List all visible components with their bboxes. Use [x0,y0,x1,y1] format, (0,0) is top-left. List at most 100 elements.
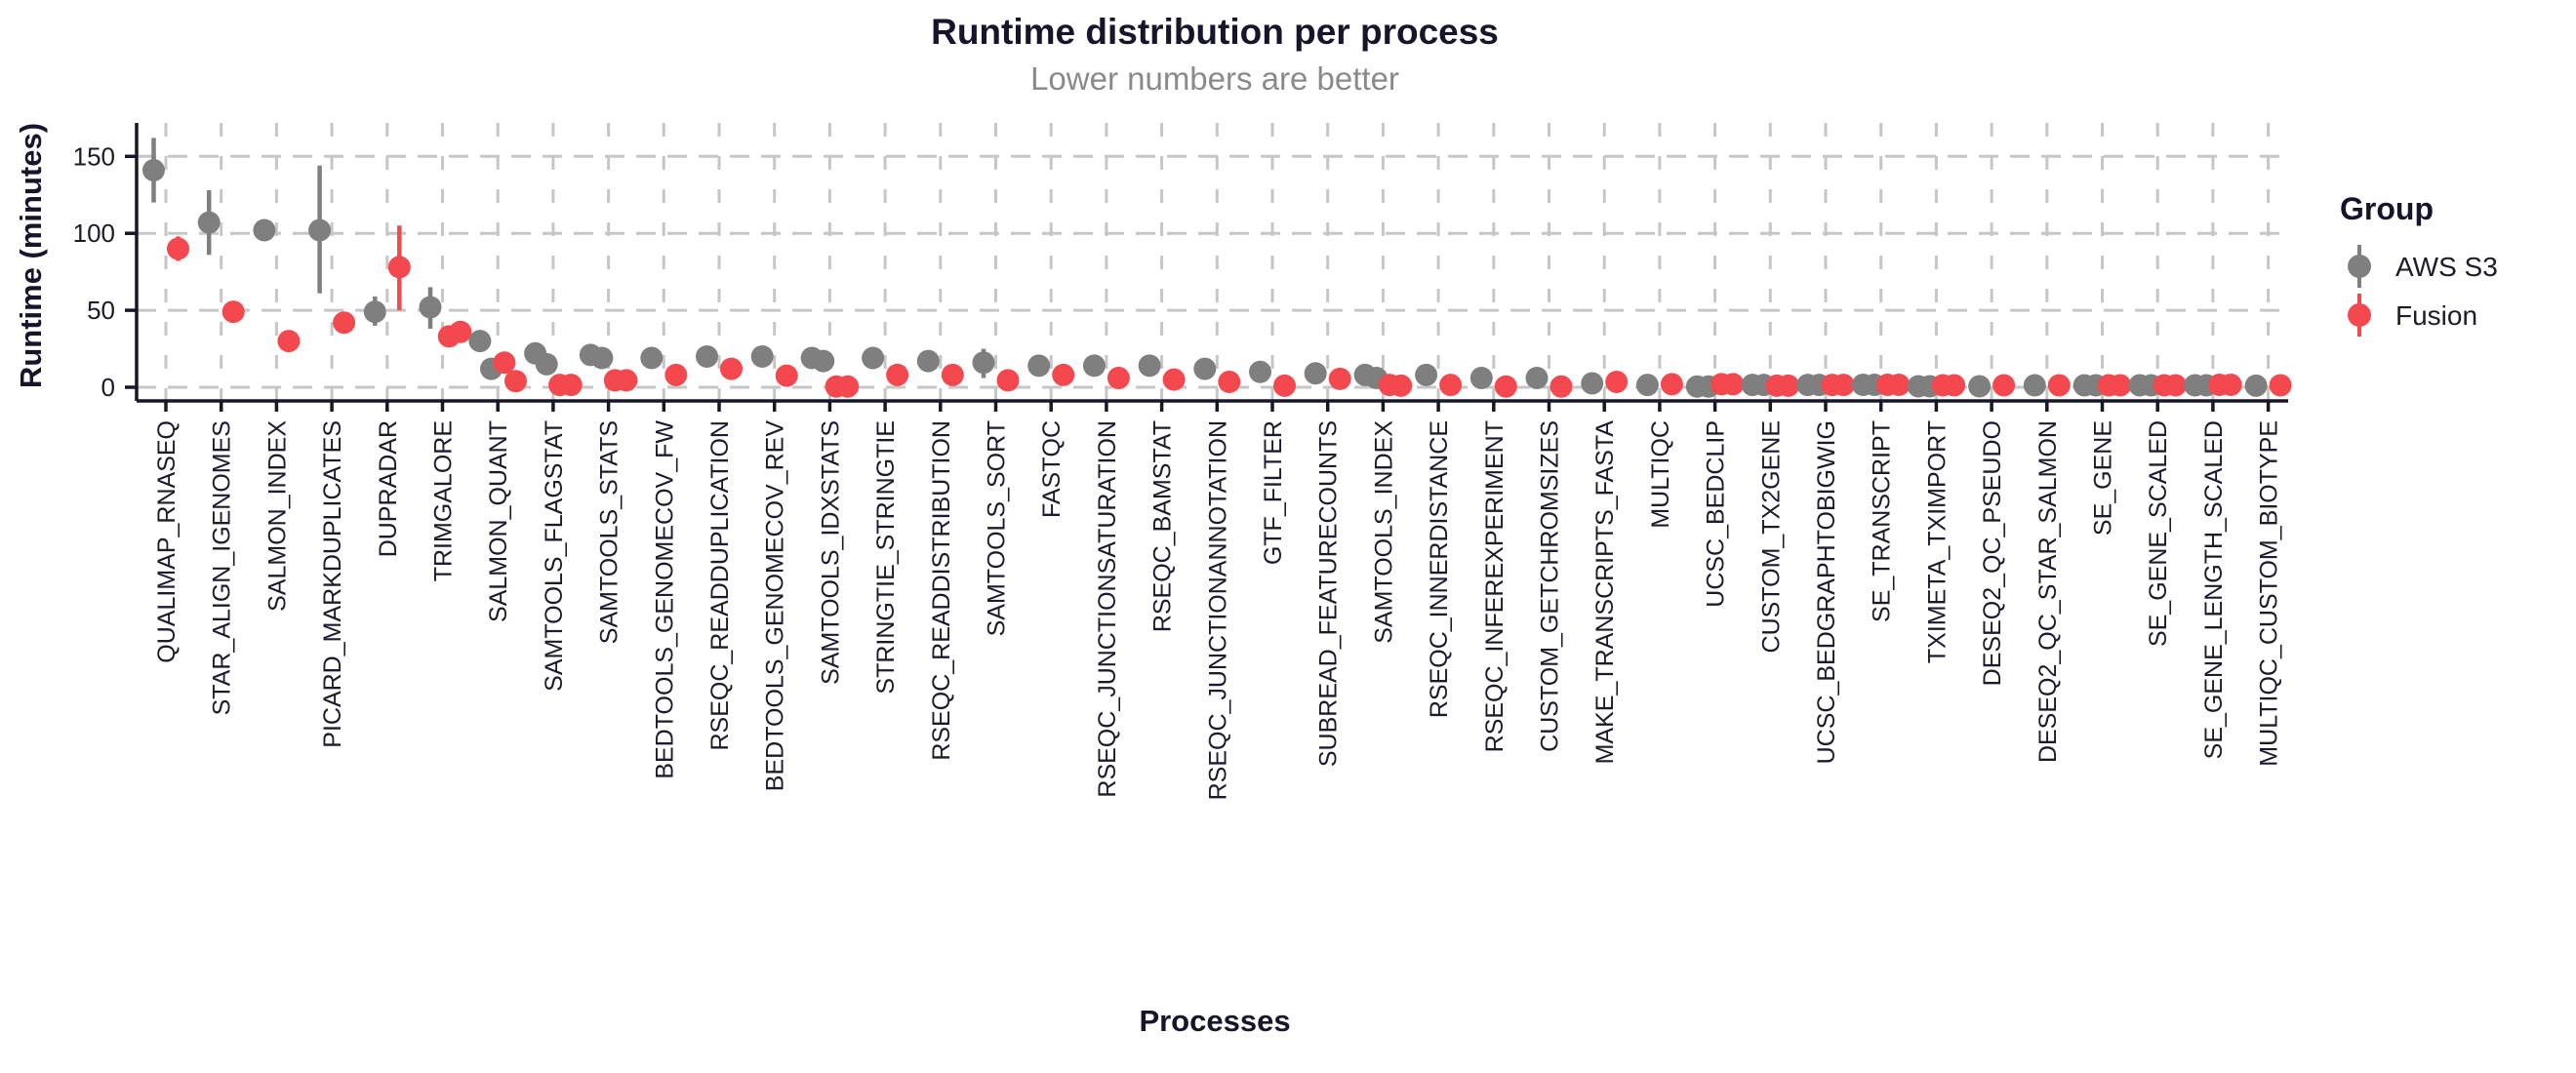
data-point [2164,374,2187,397]
data-points [142,138,2292,398]
x-tick-label: RSEQC_INNERDISTANCE [1426,420,1453,718]
data-point [696,344,718,368]
x-tick-label: SE_GENE_SCALED [2145,420,2172,647]
x-tick-label: DESEQ2_QC_STAR_SALMON [2034,420,2062,763]
data-point [2269,374,2292,397]
x-tick-label: RSEQC_READDUPLICATION [706,420,734,751]
legend-label-fusion: Fusion [2395,300,2477,331]
data-point [1494,375,1517,398]
x-tick-label: SUBREAD_FEATURECOUNTS [1315,420,1343,767]
data-point [2219,373,2242,396]
x-tick-label: UCSC_BEDGRAPHTOBIGWIG [1813,420,1840,764]
x-tick-label: PICARD_MARKDUPLICATES [319,420,346,748]
data-point [1052,363,1075,386]
data-point [775,364,798,387]
data-point [1415,363,1438,386]
chart-title: Runtime distribution per process [931,12,1499,52]
legend-label-aws-s3: AWS S3 [2395,252,2498,282]
data-point [2244,374,2268,397]
x-tick-label: RSEQC_READDISTRIBUTION [928,420,955,761]
data-point [1721,373,1745,396]
data-point [197,211,221,234]
data-point [1943,374,1966,397]
data-point [1439,374,1463,397]
data-point [1605,370,1629,393]
data-point [836,375,860,398]
data-point [886,363,909,386]
x-tick-label: MAKE_TRANSCRIPTS_FASTA [1591,420,1619,765]
x-tick-label: SE_TRANSCRIPT [1869,420,1896,622]
data-point [142,159,165,182]
data-point [812,349,835,373]
x-tick-label: GTF_FILTER [1260,420,1287,565]
data-point [504,370,527,393]
x-tick-label: SE_GENE [2090,420,2117,536]
data-point [167,237,189,260]
legend-pointrange-icon [2348,303,2371,327]
data-point [972,351,995,375]
data-point [1525,367,1549,390]
x-tick-label: QUALIMAP_RNASEQ [153,420,181,663]
data-point [615,369,638,392]
x-tick-label: DESEQ2_QC_PSEUDO [1979,420,2006,686]
x-tick-label: RSEQC_JUNCTIONSATURATION [1094,420,1121,798]
data-point [468,330,492,353]
x-tick-label: SALMON_QUANT [485,420,512,622]
data-point [1469,367,1493,390]
data-point [387,256,411,279]
data-point [750,344,774,368]
data-point [1218,370,1241,393]
data-point [1550,375,1573,398]
data-point [2047,374,2071,397]
x-tick-label: MULTIQC_CUSTOM_BIOTYPE [2256,420,2283,767]
data-point [1992,374,2016,397]
y-tick-label: 0 [101,373,115,402]
x-tick-label: STRINGTIE_STRINGTIE [872,420,900,695]
data-point [916,349,940,373]
data-point [1328,367,1351,390]
data-point [862,346,885,370]
x-tick-label: TXIMETA_TXIMPORT [1923,420,1951,663]
data-point [720,357,743,380]
data-point [493,351,516,375]
data-point [253,219,276,242]
axes: 0 50 100 150 QUALIMAP_RNASEQ STAR_ALIGN_IGENO… [73,123,2288,800]
data-point [1389,374,1413,397]
x-tick-label: FASTQC [1038,420,1066,518]
x-axis-title: Processes [1139,1004,1290,1038]
x-tick-label: RSEQC_BAMSTAT [1149,420,1177,632]
x-tick-label: SAMTOOLS_IDXSTATS [817,420,844,685]
data-point [1581,372,1604,395]
x-tick-label: SAMTOOLS_FLAGSTAT [541,420,568,692]
data-point [221,300,245,324]
x-tick-label: SE_GENE_LENGTH_SCALED [2200,420,2228,759]
data-point [308,219,332,242]
data-point [535,352,558,376]
data-point [449,320,472,343]
data-point [1660,373,1683,396]
data-point [1887,373,1911,396]
x-tick-label: STAR_ALIGN_IGENOMES [209,420,236,715]
x-tick-label: SAMTOOLS_INDEX [1370,420,1397,644]
y-tick-label: 150 [73,141,115,171]
data-point [590,346,614,370]
x-tick-label: MULTIQC [1647,420,1674,529]
x-tick-label: RSEQC_JUNCTIONANNOTATION [1204,420,1231,800]
data-point [2023,374,2046,397]
x-tick-label: UCSC_BEDCLIP [1703,420,1730,608]
legend-item-aws-s3: AWS S3 [2348,245,2498,288]
data-point [1831,374,1855,397]
chart-subtitle: Lower numbers are better [1030,60,1399,97]
legend-item-fusion: Fusion [2348,294,2477,337]
gridlines [137,123,2288,401]
data-point [664,363,688,386]
x-tick-label: SAMTOOLS_SORT [984,420,1011,636]
data-point [419,296,442,319]
y-tick-label: 100 [73,219,115,248]
x-tick-label: CUSTOM_GETCHROMSIZES [1537,420,1564,752]
x-tick-label: CUSTOM_TX2GENE [1757,420,1785,653]
data-point [1968,375,1992,398]
data-point [1193,357,1217,380]
